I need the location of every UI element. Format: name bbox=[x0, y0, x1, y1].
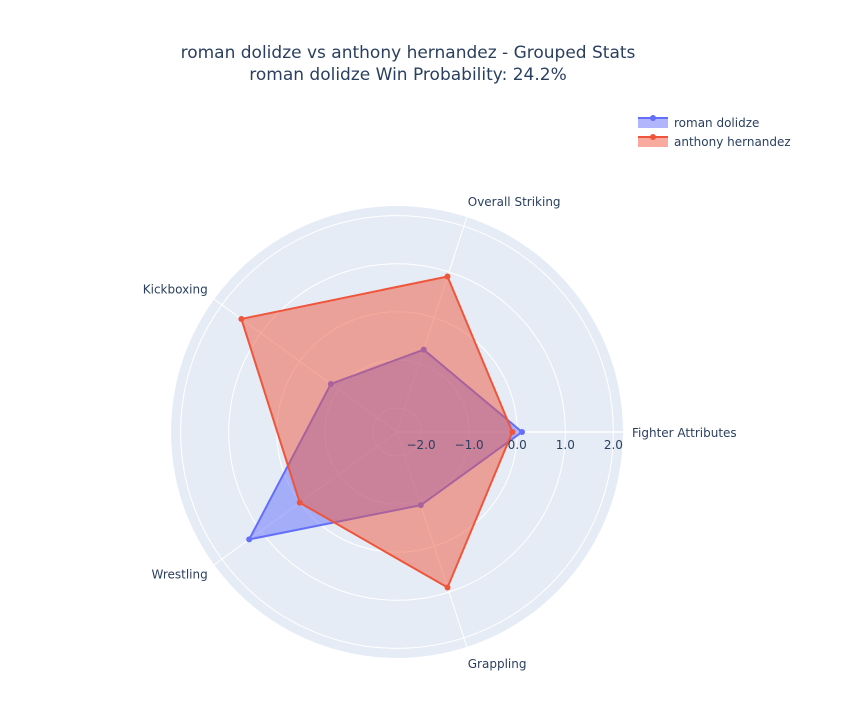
axis-label: Wrestling bbox=[152, 568, 208, 582]
data-point bbox=[444, 584, 451, 591]
series-area bbox=[240, 275, 514, 589]
data-point bbox=[519, 429, 526, 435]
axis-label: Fighter Attributes bbox=[632, 426, 737, 440]
radial-tick-label: −1.0 bbox=[455, 438, 484, 452]
legend-swatch bbox=[638, 137, 668, 147]
data-point bbox=[238, 315, 245, 322]
radial-tick-label: 2.0 bbox=[604, 438, 623, 452]
axis-label: Kickboxing bbox=[143, 282, 208, 296]
chart-title-line-1: roman dolidze vs anthony hernandez - Gro… bbox=[181, 43, 636, 63]
legend-label: anthony hernandez bbox=[674, 135, 791, 149]
radial-tick-label: 0.0 bbox=[508, 438, 527, 452]
axis-label: Grappling bbox=[468, 657, 527, 671]
legend-marker bbox=[650, 134, 656, 140]
radial-tick-label: 1.0 bbox=[556, 438, 575, 452]
data-point bbox=[509, 429, 516, 435]
legend-item[interactable]: anthony hernandez bbox=[638, 134, 791, 149]
legend-swatch bbox=[638, 118, 668, 128]
series-anthony-hernandez bbox=[238, 273, 516, 591]
data-point bbox=[444, 273, 451, 280]
angular-axis-labels: Fighter Attributes Overall Striking Kickbo… bbox=[143, 195, 737, 671]
chart-title-line-2: roman dolidze Win Probability: 24.2% bbox=[249, 65, 567, 85]
legend-marker bbox=[650, 115, 656, 121]
radial-tick-labels: −2.0 −1.0 0.0 1.0 2.0 bbox=[406, 438, 622, 452]
data-point bbox=[296, 499, 303, 506]
radial-tick-label: −2.0 bbox=[406, 438, 435, 452]
axis-label: Overall Striking bbox=[468, 195, 561, 209]
data-point bbox=[246, 536, 253, 543]
legend[interactable]: roman dolidze anthony hernandez bbox=[638, 115, 791, 149]
series-layer bbox=[238, 273, 526, 591]
legend-item[interactable]: roman dolidze bbox=[638, 115, 759, 130]
legend-label: roman dolidze bbox=[674, 116, 759, 130]
